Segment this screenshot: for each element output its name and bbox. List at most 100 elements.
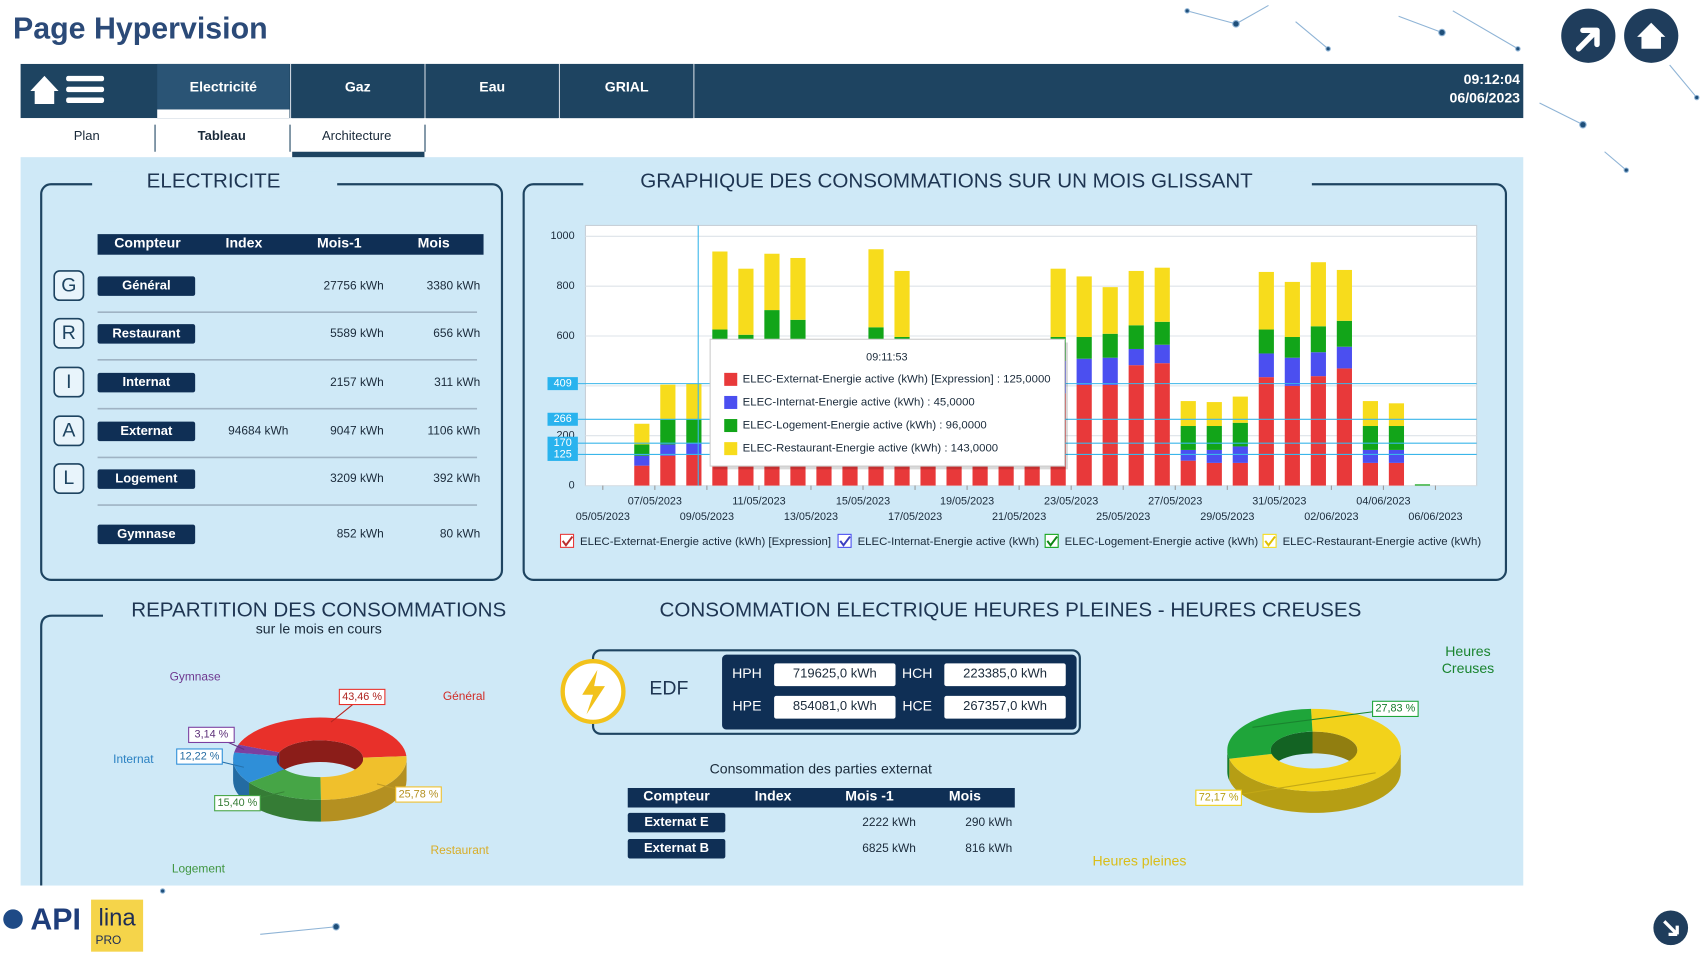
bar-segment: [1102, 333, 1118, 358]
bar-segment: [1336, 346, 1352, 369]
column-header: Compteur: [114, 235, 181, 251]
nav-tab[interactable]: [560, 63, 693, 119]
nav-tab[interactable]: [291, 63, 424, 119]
x-tick-label: 27/05/2023: [1148, 496, 1202, 508]
x-tick-label: 17/05/2023: [888, 511, 942, 523]
meter-label-box[interactable]: [97, 421, 196, 442]
title-gap: [92, 171, 338, 196]
meter-label-box[interactable]: [627, 838, 726, 859]
legend-label: ELEC-Logement-Energie active (kWh): [1065, 536, 1259, 548]
y-tick-label: 1000: [551, 230, 575, 242]
meter-label: Logement: [115, 471, 178, 486]
section-subtitle: sur le mois en cours: [256, 620, 382, 636]
edf-field-value: 719625,0 kWh: [793, 666, 877, 681]
meter-month-prev: 27756 kWh: [324, 278, 384, 292]
slice: [1227, 708, 1313, 759]
bar-segment: [1362, 401, 1378, 427]
bar-segment: [738, 268, 754, 335]
meter-month-prev: 3209 kWh: [330, 471, 384, 485]
bar-segment: [1284, 357, 1300, 386]
tooltip: [709, 338, 1066, 467]
edf-name: EDF: [649, 678, 688, 700]
section-title: REPARTITION DES CONSOMMATIONS: [131, 599, 506, 622]
meter-month-prev: 6825 kWh: [862, 841, 916, 855]
bar-segment: [1284, 337, 1300, 358]
meter-month: 1106 kWh: [428, 424, 481, 438]
bar-segment: [1154, 321, 1170, 345]
tooltip-swatch: [724, 442, 738, 456]
bar-segment: [946, 460, 962, 486]
subtab-label[interactable]: Tableau: [198, 128, 246, 143]
legend-checkbox[interactable]: [1044, 533, 1059, 548]
x-tick-label: 13/05/2023: [784, 511, 838, 523]
meter-icon-letter: G: [61, 274, 76, 296]
legend-checkbox[interactable]: [1262, 533, 1277, 548]
x-tick-label: 07/05/2023: [628, 496, 682, 508]
tooltip-swatch: [724, 395, 738, 409]
meter-label-box[interactable]: [627, 812, 726, 833]
meter-label-box[interactable]: [97, 324, 196, 344]
slice-side: [1227, 750, 1230, 781]
bar-segment: [1180, 460, 1196, 486]
legend-checkbox[interactable]: [837, 533, 852, 548]
logo-text: API: [30, 903, 81, 936]
column-header: Mois: [418, 235, 450, 251]
edf-field-label: HPH: [732, 665, 762, 681]
bar-segment: [660, 455, 676, 486]
legend-check: [839, 535, 851, 547]
column-header: Mois: [949, 787, 981, 803]
subnav-bar: [20, 118, 1524, 155]
category-label-box: Heures Creuses: [1442, 643, 1494, 677]
bar-segment: [1310, 376, 1326, 486]
category-label: Heures pleines: [1093, 852, 1187, 868]
category-label: Gymnase: [170, 670, 221, 684]
nav-tab[interactable]: [426, 63, 559, 119]
meter-label-box[interactable]: [97, 276, 196, 296]
edf-value-box: [774, 695, 896, 719]
legend-checkbox[interactable]: [559, 533, 575, 548]
bar-segment: [1258, 377, 1274, 486]
corner-button[interactable]: [1653, 910, 1689, 946]
meter-label-box[interactable]: [97, 524, 196, 545]
x-tick-label: 15/05/2023: [836, 496, 890, 508]
meter-month: 80 kWh: [440, 527, 480, 541]
bar-segment: [1336, 368, 1352, 486]
logo-lina: lina PRO: [91, 899, 144, 952]
nav-tab[interactable]: [157, 63, 290, 119]
back-button[interactable]: [1561, 8, 1616, 63]
bar-segment: [1180, 426, 1196, 450]
logo-text: PRO: [96, 933, 122, 947]
meter-label: Externat: [120, 423, 173, 438]
cursor-label: 266: [554, 413, 572, 425]
bar-segment: [1388, 426, 1405, 450]
meter-label: Externat E: [644, 814, 709, 829]
meter-month: 656 kWh: [433, 326, 480, 340]
value-label-box: [214, 795, 261, 812]
edf-field-value: 267357,0 kWh: [963, 698, 1047, 713]
cursor-label: 170: [554, 437, 572, 449]
bar-segment: [686, 383, 702, 420]
slice-inner-wall: [1270, 731, 1313, 772]
value-label-box: [188, 726, 235, 744]
bar-segment: [1232, 422, 1248, 447]
meter-month-prev: 2222 kWh: [862, 815, 916, 829]
meter-label: Général: [122, 278, 170, 293]
subtab-label[interactable]: Plan: [74, 128, 100, 143]
meter-icon: [53, 415, 85, 447]
slice-side: [1229, 750, 1401, 813]
bar-segment: [1206, 402, 1222, 427]
meter-label-box[interactable]: [97, 469, 196, 489]
value-label: 12,22 %: [180, 750, 220, 762]
subtab-label[interactable]: Architecture: [322, 128, 391, 143]
value-label: 25,78 %: [399, 788, 439, 800]
nav-tab-label: Eau: [479, 79, 505, 95]
clock-time: 09:12:04: [1464, 71, 1521, 87]
x-tick-label: 23/05/2023: [1044, 496, 1098, 508]
bar-segment: [1024, 461, 1040, 486]
home-button[interactable]: [1624, 8, 1679, 63]
value-label-box: [395, 786, 442, 803]
meter-label-box[interactable]: [97, 372, 196, 393]
y-tick-label: 600: [557, 330, 575, 342]
menu-button[interactable]: [30, 75, 105, 105]
edf-value-box: [944, 663, 1066, 687]
